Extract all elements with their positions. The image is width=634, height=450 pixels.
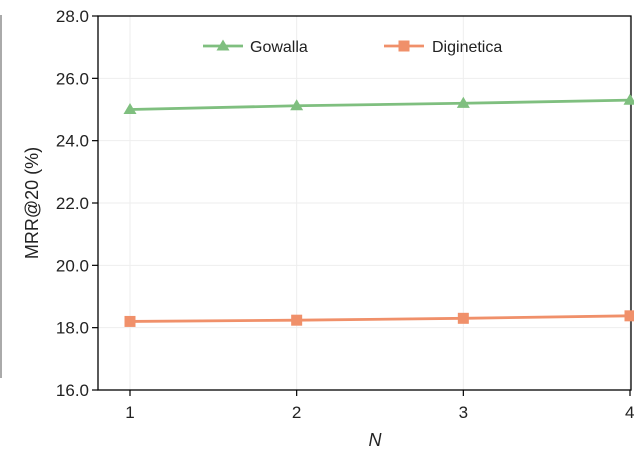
ticks-layer: 16.0 18.0 20.0 22.0 24.0 26.0 28.0 1 2 3 4: [56, 7, 634, 422]
diginetica-line: [129, 314, 631, 323]
x-tick-label: 2: [292, 403, 301, 422]
legend-marker: [216, 39, 230, 51]
y-axis-label: MRR@20 (%): [22, 147, 42, 259]
x-tick-label: 3: [459, 403, 468, 422]
legend-item-gowalla: Gowalla: [203, 39, 308, 56]
legend-label: Gowalla: [250, 39, 308, 56]
x-tick-label: 1: [125, 403, 134, 422]
series-layer: [123, 93, 634, 327]
x-axis-label: N: [369, 430, 383, 450]
legend-label: Diginetica: [432, 39, 502, 56]
gowalla-point: [623, 93, 634, 105]
legend-marker: [398, 40, 410, 52]
y-tick-label: 22.0: [56, 194, 89, 213]
x-tick-label: 4: [625, 403, 634, 422]
y-tick-label: 18.0: [56, 319, 89, 338]
y-tick-label: 20.0: [56, 256, 89, 275]
diginetica-point: [124, 315, 136, 327]
gowalla-point: [123, 103, 137, 115]
diginetica-point: [457, 312, 469, 324]
diginetica-point: [291, 314, 303, 326]
series-diginetica: [124, 310, 634, 327]
legend-item-diginetica: Diginetica: [384, 39, 502, 56]
gowalla-point: [290, 99, 304, 111]
gowalla-point: [456, 96, 470, 108]
gowalla-line: [129, 98, 631, 111]
y-tick-label: 16.0: [56, 381, 89, 400]
diginetica-point: [624, 310, 634, 322]
y-tick-label: 24.0: [56, 132, 89, 151]
series-gowalla: [123, 93, 634, 115]
y-tick-label: 26.0: [56, 69, 89, 88]
legend: Gowalla Diginetica: [203, 39, 502, 56]
y-tick-label: 28.0: [56, 7, 89, 26]
